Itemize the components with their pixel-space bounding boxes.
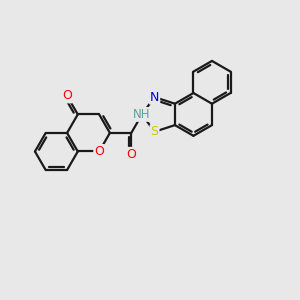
Text: N: N [150, 91, 159, 103]
Text: NH: NH [133, 108, 151, 121]
Text: O: O [62, 89, 72, 102]
Text: O: O [94, 145, 104, 158]
Text: O: O [126, 148, 136, 161]
Text: S: S [151, 125, 159, 138]
